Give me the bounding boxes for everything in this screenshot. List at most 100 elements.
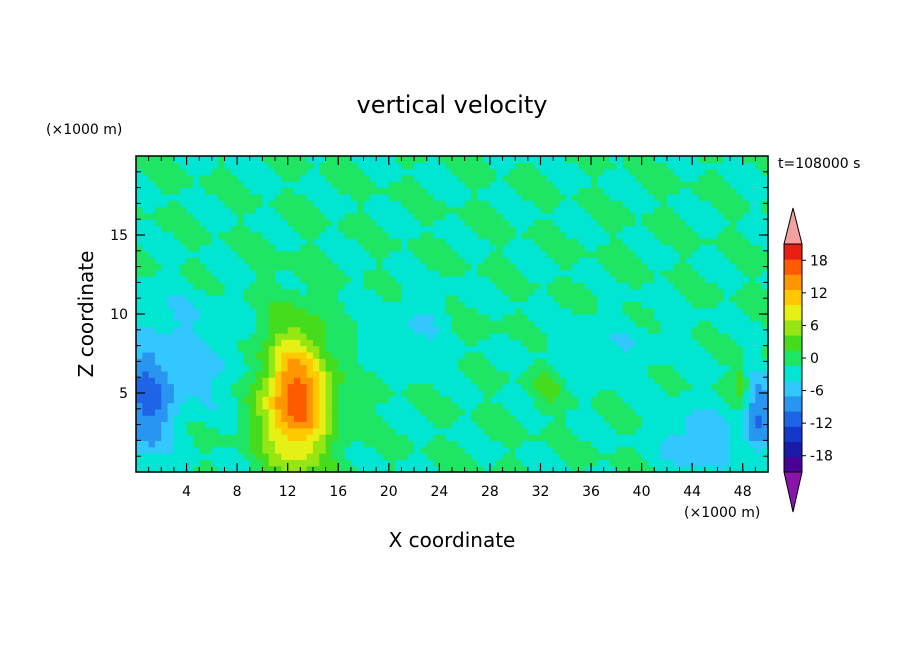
heatmap-cell	[591, 174, 598, 182]
heatmap-cell	[717, 434, 725, 441]
heatmap-cell	[306, 250, 314, 258]
heatmap-cell	[464, 358, 472, 366]
heatmap-cell	[755, 396, 763, 404]
heatmap-cell	[641, 440, 649, 448]
heatmap-cell	[186, 427, 194, 435]
heatmap-cell	[641, 187, 649, 195]
heatmap-cell	[477, 193, 485, 201]
heatmap-cell	[578, 238, 586, 246]
heatmap-cell	[395, 370, 403, 378]
heatmap-cell	[407, 358, 415, 366]
heatmap-cell	[268, 238, 276, 246]
heatmap-cell	[464, 200, 472, 208]
heatmap-cell	[433, 383, 440, 391]
heatmap-cell	[692, 193, 700, 201]
heatmap-cell	[749, 206, 756, 214]
heatmap-cell	[496, 288, 504, 296]
heatmap-cell	[363, 370, 371, 378]
heatmap-cell	[136, 244, 143, 252]
heatmap-cell	[350, 459, 358, 467]
heatmap-cell	[610, 332, 617, 340]
heatmap-cell	[262, 219, 270, 227]
heatmap-cell	[521, 434, 529, 441]
heatmap-cell	[603, 156, 611, 163]
heatmap-cell	[439, 181, 447, 189]
heatmap-cell	[755, 383, 763, 391]
heatmap-cell	[312, 193, 320, 201]
heatmap-cell	[275, 187, 282, 195]
heatmap-cell	[186, 156, 194, 163]
heatmap-cell	[736, 288, 744, 296]
heatmap-cell	[338, 212, 346, 220]
heatmap-cell	[237, 415, 245, 423]
heatmap-cell	[647, 459, 655, 467]
heatmap-cell	[420, 212, 428, 220]
heatmap-cell	[325, 364, 333, 372]
heatmap-cell	[268, 200, 276, 208]
heatmap-cell	[546, 288, 554, 296]
heatmap-cell	[357, 440, 365, 448]
heatmap-cell	[205, 332, 213, 340]
heatmap-cell	[666, 174, 674, 182]
heatmap-cell	[521, 244, 529, 252]
heatmap-cell	[622, 434, 630, 441]
heatmap-cell	[199, 396, 207, 404]
heatmap-cell	[698, 200, 706, 208]
heatmap-cell	[591, 219, 598, 227]
heatmap-cell	[414, 250, 421, 258]
heatmap-cell	[591, 314, 598, 321]
heatmap-cell	[603, 181, 611, 189]
heatmap-cell	[458, 345, 466, 353]
heatmap-cell	[205, 402, 213, 410]
heatmap-cell	[452, 206, 459, 214]
heatmap-cell	[439, 206, 447, 214]
heatmap-cell	[679, 231, 687, 239]
heatmap-cell	[470, 465, 478, 473]
heatmap-cell	[572, 162, 579, 170]
heatmap-cell	[199, 174, 207, 182]
heatmap-cell	[180, 345, 188, 353]
heatmap-cell	[148, 269, 156, 277]
heatmap-cell	[363, 459, 371, 467]
heatmap-cell	[610, 257, 617, 265]
heatmap-cell	[401, 263, 409, 271]
heatmap-cell	[572, 200, 579, 208]
heatmap-cell	[218, 351, 226, 359]
heatmap-cell	[312, 415, 320, 423]
heatmap-cell	[148, 250, 156, 258]
heatmap-cell	[515, 358, 523, 366]
heatmap-cell	[559, 446, 567, 454]
heatmap-cell	[414, 200, 421, 208]
heatmap-cell	[382, 320, 390, 328]
heatmap-cell	[167, 193, 175, 201]
heatmap-cell	[211, 459, 219, 467]
heatmap-cell	[306, 257, 314, 265]
heatmap-cell	[300, 389, 308, 397]
heatmap-cell	[167, 320, 175, 328]
heatmap-cell	[414, 396, 421, 404]
heatmap-cell	[730, 225, 737, 233]
heatmap-cell	[711, 225, 719, 233]
heatmap-cell	[388, 225, 396, 233]
heatmap-cell	[458, 332, 466, 340]
heatmap-cell	[610, 364, 617, 372]
heatmap-cell	[319, 314, 327, 321]
heatmap-cell	[186, 421, 194, 429]
heatmap-cell	[616, 269, 624, 277]
heatmap-cell	[344, 326, 352, 334]
heatmap-cell	[294, 263, 301, 271]
heatmap-cell	[628, 402, 636, 410]
heatmap-cell	[553, 402, 561, 410]
heatmap-cell	[723, 427, 731, 435]
heatmap-cell	[173, 415, 181, 423]
heatmap-cell	[660, 206, 668, 214]
heatmap-cell	[616, 396, 624, 404]
heatmap-cell	[186, 320, 194, 328]
heatmap-cell	[458, 263, 466, 271]
heatmap-cell	[483, 408, 491, 416]
heatmap-cell	[376, 434, 384, 441]
heatmap-cell	[736, 250, 744, 258]
heatmap-cell	[452, 250, 459, 258]
heatmap-cell	[711, 288, 719, 296]
heatmap-cell	[325, 339, 333, 347]
